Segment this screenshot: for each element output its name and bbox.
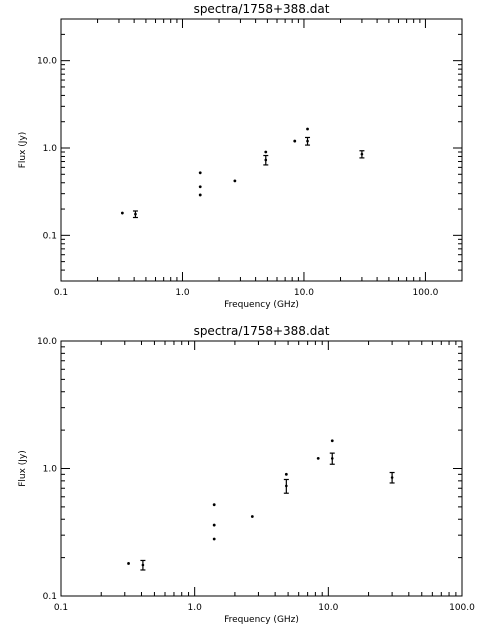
data-point bbox=[316, 457, 320, 460]
y-axis-label: Flux (Jy) bbox=[18, 450, 28, 487]
error-bar bbox=[329, 452, 335, 465]
data-point bbox=[212, 503, 216, 507]
data-point bbox=[250, 515, 254, 518]
data-point bbox=[306, 127, 309, 131]
data-point bbox=[330, 457, 334, 460]
data-point bbox=[390, 476, 394, 479]
error-bar bbox=[132, 210, 138, 219]
x-tick-label: 0.1 bbox=[54, 603, 68, 613]
chart-title: spectra/1758+388.dat bbox=[194, 2, 330, 16]
y-tick-label: 10.0 bbox=[37, 57, 57, 67]
data-point bbox=[141, 563, 145, 567]
y-tick-label: 1.0 bbox=[43, 144, 58, 154]
chart-panel-bottom: spectra/1758+388.dat Frequency (GHz) Flu… bbox=[18, 324, 475, 625]
y-tick-label: 0.1 bbox=[43, 592, 57, 602]
x-tick-label: 100.0 bbox=[413, 288, 439, 298]
data-point bbox=[360, 152, 364, 156]
x-axis-label: Frequency (GHz) bbox=[224, 300, 299, 310]
data-point bbox=[212, 537, 216, 541]
chart-panel-top: spectra/1758+388.dat Frequency (GHz) Flu… bbox=[18, 2, 463, 310]
x-tick-label: 100.0 bbox=[449, 603, 475, 613]
x-axis-label: Frequency (GHz) bbox=[224, 615, 299, 625]
x-tick-label: 10.0 bbox=[294, 288, 314, 298]
x-tick-label: 1.0 bbox=[188, 603, 203, 613]
data-point bbox=[134, 212, 137, 216]
data-point bbox=[120, 211, 124, 215]
y-tick-label: 1.0 bbox=[43, 465, 58, 475]
plot-frame bbox=[60, 340, 463, 597]
error-bar bbox=[305, 136, 311, 146]
error-bar bbox=[263, 154, 269, 166]
y-tick-label: 0.1 bbox=[43, 231, 57, 241]
data-point bbox=[198, 171, 202, 175]
data-point bbox=[264, 150, 268, 154]
data-point bbox=[198, 185, 202, 189]
data-point bbox=[198, 193, 202, 197]
data-point bbox=[233, 179, 237, 183]
data-point bbox=[293, 139, 297, 143]
data-point bbox=[330, 439, 334, 443]
error-bar bbox=[359, 150, 365, 159]
data-point bbox=[306, 139, 309, 143]
data-point bbox=[212, 523, 216, 527]
x-tick-label: 1.0 bbox=[175, 288, 190, 298]
data-point bbox=[127, 562, 130, 565]
plot-frame bbox=[60, 18, 463, 282]
error-bar bbox=[389, 471, 395, 484]
error-bar bbox=[283, 478, 289, 494]
x-tick-label: 0.1 bbox=[54, 288, 68, 298]
y-axis-label: Flux (Jy) bbox=[18, 132, 28, 169]
error-bar bbox=[140, 559, 146, 571]
data-point bbox=[284, 472, 288, 476]
y-tick-label: 10.0 bbox=[37, 337, 57, 347]
x-tick-label: 10.0 bbox=[318, 603, 338, 613]
data-point bbox=[264, 158, 268, 162]
data-point bbox=[285, 484, 288, 488]
chart-title: spectra/1758+388.dat bbox=[194, 324, 330, 338]
